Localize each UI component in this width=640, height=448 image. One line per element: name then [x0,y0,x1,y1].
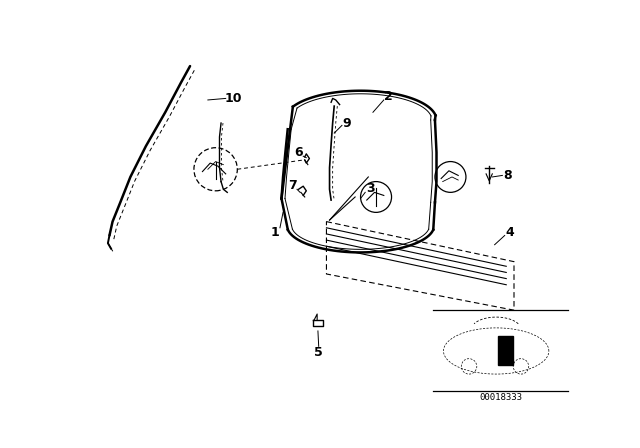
Text: 8: 8 [504,169,512,182]
Text: 3: 3 [366,182,375,195]
Text: 00018333: 00018333 [479,393,522,402]
Text: 6: 6 [294,146,303,159]
Polygon shape [498,336,513,365]
Text: 9: 9 [342,116,351,129]
Text: 7: 7 [288,179,297,192]
Text: 5: 5 [314,346,323,359]
Text: 2: 2 [384,90,393,103]
Text: 10: 10 [225,92,242,105]
Text: 1: 1 [271,226,280,239]
Text: 4: 4 [506,226,515,239]
